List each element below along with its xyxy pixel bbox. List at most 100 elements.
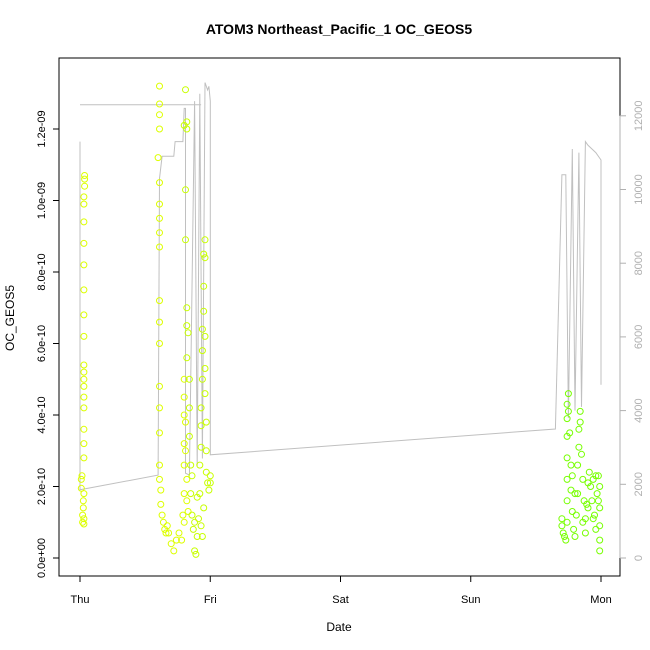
data-point [183, 475, 191, 483]
data-point [156, 404, 163, 412]
data-point [156, 297, 163, 305]
altitude-path [79, 82, 602, 491]
data-point [163, 522, 171, 530]
data-point [179, 511, 187, 519]
data-point [80, 490, 88, 498]
data-point [572, 511, 580, 519]
data-point [200, 250, 208, 258]
y2-tick-label: 0 [633, 555, 645, 561]
data-point [170, 547, 178, 555]
data-point [592, 472, 600, 480]
data-point [201, 365, 209, 372]
data-point [585, 468, 593, 476]
data-point [80, 193, 88, 201]
data-point [78, 472, 86, 480]
data-point [77, 475, 85, 483]
data-point [202, 447, 210, 455]
series-3 [558, 390, 604, 555]
data-point [198, 347, 206, 355]
data-point [180, 440, 188, 448]
x-tick-label: Thu [71, 594, 90, 606]
data-point [197, 522, 205, 530]
data-point [80, 368, 88, 376]
data-point [571, 533, 579, 540]
data-point [206, 479, 214, 487]
data-point [156, 82, 163, 90]
data-point [575, 425, 583, 433]
data-point [183, 497, 191, 505]
data-point [568, 508, 576, 515]
data-point [198, 325, 206, 333]
data-point [575, 443, 583, 451]
y2-tick-label: 2000 [633, 472, 645, 496]
data-point [80, 520, 88, 528]
data-point [182, 86, 189, 94]
data-point [154, 154, 162, 162]
data-point [156, 475, 163, 483]
data-point [201, 390, 209, 398]
data-point [188, 511, 196, 519]
data-point [156, 461, 163, 469]
data-point [156, 229, 163, 237]
data-point [156, 200, 163, 208]
data-point [576, 407, 584, 415]
data-point [563, 497, 571, 505]
data-point [562, 536, 570, 544]
data-point [162, 529, 170, 537]
data-point [80, 261, 88, 269]
data-point [80, 286, 88, 294]
data-point [592, 525, 600, 533]
y-tick-label: 4.0e-10 [36, 396, 48, 433]
data-point [191, 547, 199, 555]
data-point [185, 404, 193, 412]
x-tick-label: Sun [461, 594, 481, 606]
data-point [563, 475, 571, 483]
data-point [79, 504, 87, 512]
data-point [184, 329, 192, 337]
data-point [200, 504, 208, 512]
data-point [185, 432, 193, 440]
data-point [188, 472, 196, 480]
data-point [563, 400, 571, 408]
data-point [165, 529, 173, 537]
data-point [202, 418, 210, 426]
data-point [206, 472, 214, 480]
data-point [175, 529, 183, 537]
data-points [77, 82, 604, 558]
y-axis-right: 0 2000 4000 6000 8000 10000 12000 [619, 101, 645, 561]
data-point [596, 536, 604, 544]
data-point [81, 172, 89, 179]
data-point [579, 475, 587, 483]
data-point [191, 518, 199, 526]
data-point [596, 504, 604, 512]
data-point [596, 483, 604, 490]
data-point [200, 282, 208, 290]
data-point [80, 393, 88, 401]
y-tick-label: 0.0e+00 [36, 538, 48, 578]
data-point [197, 404, 205, 412]
data-point [80, 454, 88, 462]
data-point [184, 508, 192, 515]
data-point [584, 504, 592, 512]
data-point [564, 390, 572, 398]
data-point [568, 472, 576, 480]
data-point [80, 382, 88, 390]
data-point [193, 493, 201, 501]
data-point [185, 375, 193, 383]
data-point [578, 450, 585, 458]
data-point [567, 486, 575, 494]
data-point [156, 318, 163, 326]
x-tick-label: Mon [590, 594, 611, 606]
data-point [80, 311, 88, 319]
data-point [156, 214, 163, 222]
data-point [593, 490, 601, 498]
data-point [201, 254, 209, 262]
data-point [156, 429, 163, 437]
y2-tick-label: 8000 [633, 251, 645, 275]
y-tick-label: 8.0e-10 [36, 253, 48, 290]
data-point [182, 186, 189, 194]
data-point [196, 461, 204, 469]
data-point [156, 100, 163, 108]
data-point [156, 382, 163, 390]
